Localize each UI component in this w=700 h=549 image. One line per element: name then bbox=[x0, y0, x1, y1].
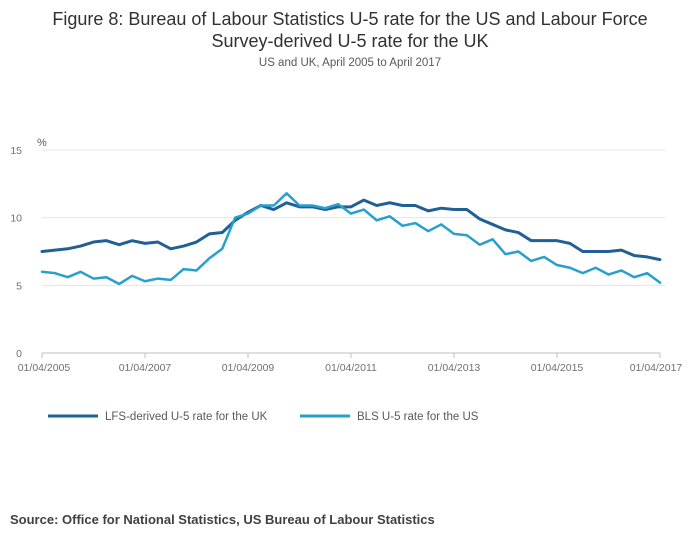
y-tick-label: 0 bbox=[16, 348, 22, 360]
x-tick-label: 01/04/2009 bbox=[222, 362, 275, 374]
y-tick-label: 10 bbox=[10, 213, 22, 225]
x-tick-label: 01/04/2011 bbox=[325, 362, 377, 374]
x-tick-label: 01/04/2017 bbox=[630, 362, 683, 374]
x-tick-label: 01/04/2015 bbox=[531, 362, 584, 374]
chart-subtitle: US and UK, April 2005 to April 2017 bbox=[258, 57, 442, 69]
y-tick-label: 5 bbox=[16, 280, 22, 292]
chart-title-line-2: Survey-derived U-5 rate for the UK bbox=[211, 31, 489, 51]
legend-item-uk-label: LFS-derived U-5 rate for the UK bbox=[105, 411, 268, 423]
y-axis-unit-label: % bbox=[37, 137, 47, 149]
y-tick-label: 15 bbox=[10, 145, 22, 157]
chart-title-line-1: Figure 8: Bureau of Labour Statistics U-… bbox=[52, 9, 648, 29]
x-tick-label: 01/04/2005 bbox=[18, 362, 71, 374]
x-tick-label: 01/04/2007 bbox=[119, 362, 172, 374]
series-line-us bbox=[40, 192, 662, 286]
legend-item-us-label: BLS U-5 rate for the US bbox=[357, 411, 479, 423]
x-tick-label: 01/04/2013 bbox=[428, 362, 481, 374]
source-note: Source: Office for National Statistics, … bbox=[10, 512, 435, 527]
series-line-uk bbox=[40, 198, 662, 262]
chart-title: Figure 8: Bureau of Labour Statistics U-… bbox=[0, 8, 700, 52]
